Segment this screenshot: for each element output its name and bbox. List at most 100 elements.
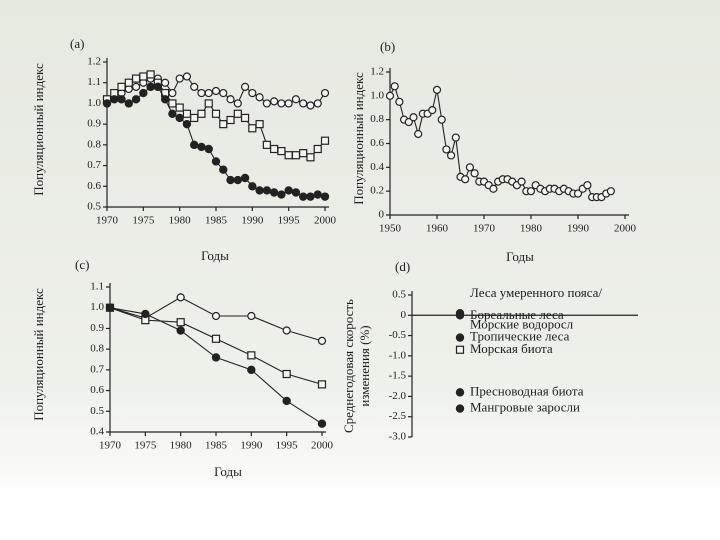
marker bbox=[317, 380, 327, 389]
y-tick-label: 0.8 bbox=[370, 113, 384, 125]
marker bbox=[606, 187, 616, 196]
marker bbox=[270, 144, 279, 154]
marker bbox=[153, 82, 163, 92]
marker bbox=[211, 109, 221, 118]
y-tick-label: -3.0 bbox=[389, 431, 407, 443]
marker bbox=[226, 175, 235, 185]
y-tick-label: 1.0 bbox=[87, 97, 101, 109]
panel-label: (b) bbox=[380, 39, 395, 54]
y-axis-label: Среднегодовая скорость bbox=[341, 299, 356, 433]
marker bbox=[306, 192, 315, 201]
marker bbox=[139, 72, 148, 81]
marker bbox=[204, 99, 213, 108]
marker bbox=[385, 91, 395, 100]
marker bbox=[190, 113, 199, 123]
marker bbox=[182, 119, 192, 129]
marker bbox=[455, 333, 465, 342]
marker bbox=[390, 82, 399, 91]
marker bbox=[146, 70, 155, 79]
panel-label: (c) bbox=[75, 257, 89, 272]
y-tick-label: 0.5 bbox=[87, 201, 101, 213]
series-line bbox=[109, 307, 323, 425]
marker bbox=[270, 97, 279, 106]
marker bbox=[306, 101, 315, 110]
marker bbox=[211, 311, 221, 321]
marker bbox=[211, 157, 221, 166]
marker bbox=[447, 151, 456, 160]
marker bbox=[320, 192, 330, 201]
marker bbox=[105, 303, 115, 312]
marker bbox=[175, 74, 184, 83]
marker bbox=[161, 78, 170, 87]
panel-label: (a) bbox=[70, 36, 84, 51]
panel-label: (d) bbox=[395, 259, 410, 274]
marker bbox=[219, 165, 228, 174]
marker bbox=[255, 120, 264, 129]
marker bbox=[284, 186, 293, 195]
marker bbox=[168, 99, 177, 108]
marker bbox=[197, 88, 206, 98]
marker bbox=[160, 95, 170, 104]
marker bbox=[451, 133, 460, 142]
marker bbox=[299, 99, 308, 108]
x-axis-label: Годы bbox=[506, 249, 534, 264]
marker bbox=[277, 190, 286, 199]
marker bbox=[455, 388, 465, 397]
marker bbox=[176, 326, 185, 335]
marker bbox=[197, 142, 206, 152]
y-tick-label: 1.0 bbox=[90, 301, 104, 313]
marker bbox=[284, 151, 293, 160]
marker bbox=[182, 109, 192, 118]
marker bbox=[517, 177, 526, 186]
y-tick-label: 1.2 bbox=[87, 56, 101, 68]
marker bbox=[211, 86, 221, 96]
y-tick-label: 1.0 bbox=[370, 89, 384, 101]
category-label: Мангровые заросли bbox=[470, 400, 580, 415]
marker bbox=[317, 419, 327, 428]
x-tick-label: 1995 bbox=[276, 440, 299, 452]
marker bbox=[255, 186, 264, 195]
category-label: Бореальные леса bbox=[470, 307, 564, 322]
marker bbox=[176, 318, 185, 327]
x-tick-label: 1950 bbox=[379, 223, 402, 235]
y-tick-label: 0.4 bbox=[90, 426, 104, 438]
marker bbox=[124, 78, 133, 87]
marker bbox=[573, 189, 583, 198]
y-tick-label: -0.5 bbox=[389, 329, 407, 341]
x-tick-label: 1980 bbox=[169, 215, 192, 227]
y-tick-label: 0 bbox=[379, 209, 385, 221]
y-tick-label: 0.9 bbox=[87, 118, 101, 130]
marker bbox=[455, 404, 465, 413]
y-tick-label: -2.5 bbox=[389, 410, 407, 422]
marker bbox=[204, 88, 213, 98]
y-tick-label: 0 bbox=[401, 309, 407, 321]
marker bbox=[247, 351, 256, 360]
y-tick-label: -1.5 bbox=[389, 370, 407, 382]
y-tick-label: 0.6 bbox=[87, 180, 101, 192]
marker bbox=[409, 113, 418, 122]
marker bbox=[233, 99, 242, 108]
marker bbox=[248, 124, 257, 133]
x-tick-label: 2000 bbox=[614, 223, 637, 235]
marker bbox=[428, 106, 437, 115]
y-axis-label: Популяционный индекс bbox=[31, 63, 46, 196]
marker bbox=[197, 109, 206, 118]
marker bbox=[306, 153, 315, 162]
y-tick-label: 1.2 bbox=[370, 66, 384, 78]
x-tick-label: 1980 bbox=[520, 223, 543, 235]
marker bbox=[110, 95, 119, 104]
marker bbox=[489, 184, 498, 193]
y-tick-label: 1.1 bbox=[90, 281, 104, 293]
marker bbox=[124, 99, 134, 108]
category-label: Морские водоросл bbox=[470, 316, 574, 331]
y-tick-label: 0.5 bbox=[90, 405, 104, 417]
y-tick-label: 0.2 bbox=[370, 185, 384, 197]
y-tick-label: 0.6 bbox=[90, 384, 104, 396]
marker bbox=[313, 144, 322, 154]
category-label: Леса умеренного пояса/ bbox=[470, 285, 602, 300]
x-tick-label: 1960 bbox=[426, 223, 449, 235]
marker bbox=[226, 95, 235, 104]
marker bbox=[175, 113, 184, 123]
